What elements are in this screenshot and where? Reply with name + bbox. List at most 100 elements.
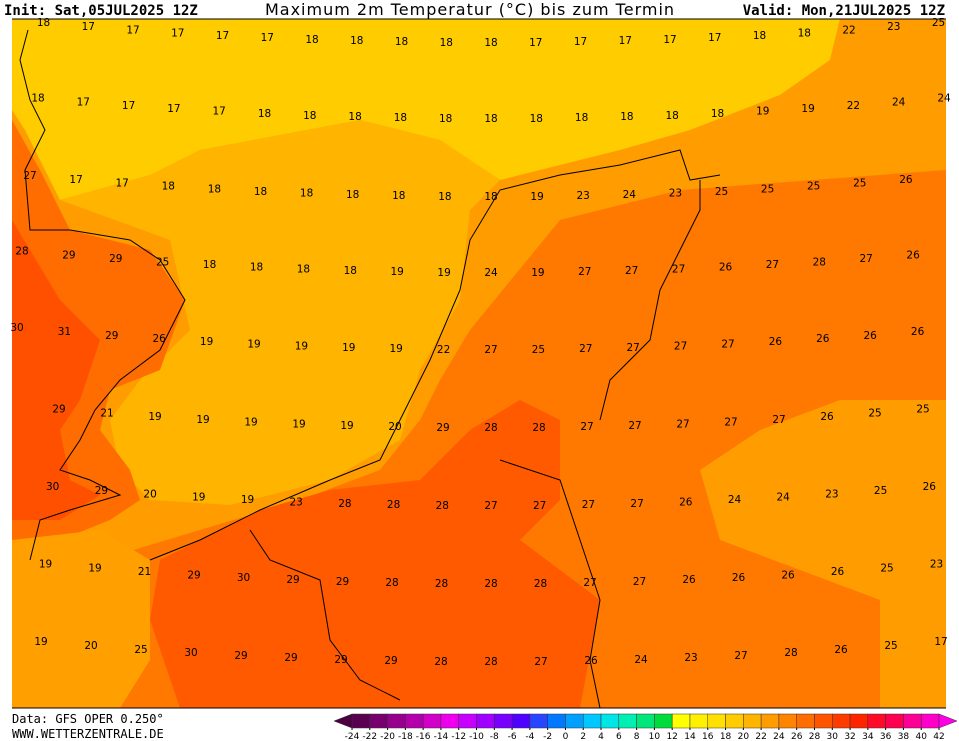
legend-box xyxy=(778,713,797,729)
temperature-value: 18 xyxy=(575,112,588,124)
legend-box xyxy=(849,713,869,729)
temperature-value: 22 xyxy=(847,100,860,112)
legend-tick-label: 10 xyxy=(649,732,661,741)
legend-box xyxy=(351,713,371,729)
field-light-orange xyxy=(25,120,500,505)
legend-tick-label: 20 xyxy=(738,732,750,741)
temperature-value: 19 xyxy=(756,106,769,118)
init-label: Init: Sat,05JUL2025 12Z xyxy=(4,3,198,19)
site-name: WWW.WETTERZENTRALE.DE xyxy=(12,727,164,741)
temperature-value: 26 xyxy=(906,249,920,261)
temperature-value: 27 xyxy=(625,265,638,277)
legend-box xyxy=(743,713,762,729)
legend-box xyxy=(671,713,691,729)
temperature-value: 18 xyxy=(208,183,221,195)
temperature-value: 28 xyxy=(813,256,826,268)
temperature-value: 19 xyxy=(391,266,404,278)
legend-box xyxy=(814,713,833,729)
legend-tick-label: 6 xyxy=(616,732,622,741)
legend-tick-label: 36 xyxy=(880,732,892,741)
legend-tick-label: 22 xyxy=(755,732,766,741)
temperature-value: 19 xyxy=(390,343,403,355)
legend-tick-label: 2 xyxy=(580,732,586,741)
temperature-value: 17 xyxy=(77,97,90,109)
data-source: Data: GFS OPER 0.250° xyxy=(12,712,164,726)
temperature-value: 29 xyxy=(62,249,75,261)
temperature-value: 17 xyxy=(171,27,184,39)
temperature-value: 18 xyxy=(203,259,216,271)
temperature-value: 19 xyxy=(292,418,305,430)
temperature-value: 18 xyxy=(305,34,318,46)
legend-box xyxy=(885,713,904,729)
temperature-value: 27 xyxy=(772,414,785,426)
temperature-value: 29 xyxy=(105,330,118,342)
temperature-value: 24 xyxy=(892,97,906,109)
temperature-value: 19 xyxy=(342,342,355,354)
temperature-value: 19 xyxy=(340,420,353,432)
temperature-value: 28 xyxy=(434,656,447,668)
temperature-value: 23 xyxy=(669,188,682,200)
temperature-value: 29 xyxy=(187,569,200,581)
temperature-value: 30 xyxy=(237,572,250,584)
temperature-value: 25 xyxy=(807,181,820,193)
temperature-value: 29 xyxy=(436,422,449,434)
temperature-value: 27 xyxy=(734,650,747,662)
legend-tick-label: 40 xyxy=(915,732,927,741)
temperature-value: 18 xyxy=(484,37,497,49)
temperature-value: 18 xyxy=(392,190,405,202)
legend-box xyxy=(725,713,744,729)
legend-tick-label: -12 xyxy=(451,732,466,741)
map-field xyxy=(12,19,946,709)
temperature-value: 27 xyxy=(583,577,596,589)
temperature-value: 26 xyxy=(679,496,693,508)
color-legend: -24 -22 -20 -18 -16 -14 -12 -10 -8 -6 -4 -2 0 2 4 6 8 10 1… xyxy=(333,713,958,741)
temperature-value: 19 xyxy=(801,103,814,115)
temperature-value: 25 xyxy=(868,407,881,419)
temperature-value: 17 xyxy=(663,34,676,46)
temperature-value: 18 xyxy=(440,37,453,49)
legend-tick-label: -24 xyxy=(345,732,360,741)
temperature-value: 29 xyxy=(284,652,297,664)
temperature-value: 19 xyxy=(192,492,205,504)
temperature-value: 18 xyxy=(350,35,363,47)
temperature-value: 17 xyxy=(82,21,95,33)
temperature-value: 19 xyxy=(295,340,308,352)
temperature-value: 17 xyxy=(619,35,632,47)
temperature-value: 30 xyxy=(46,481,59,493)
temperature-value: 27 xyxy=(674,340,687,352)
temperature-value: 24 xyxy=(728,494,742,506)
temperature-value: 26 xyxy=(153,333,167,345)
legend-tick-label: -8 xyxy=(490,732,499,741)
temperature-value: 23 xyxy=(825,489,838,501)
temperature-value: 19 xyxy=(88,563,101,575)
temperature-value: 22 xyxy=(842,24,855,36)
legend-box xyxy=(707,713,726,729)
temperature-value: 28 xyxy=(784,647,797,659)
legend-tick-label: 4 xyxy=(598,732,604,741)
temperature-value: 28 xyxy=(338,498,351,510)
legend-box xyxy=(689,713,709,729)
legend-tick-label: -2 xyxy=(543,732,552,741)
temperature-value: 26 xyxy=(719,262,733,274)
temperature-value: 26 xyxy=(769,336,783,348)
temperature-value: 27 xyxy=(633,576,646,588)
temperature-value: 27 xyxy=(676,418,689,430)
temperature-value: 24 xyxy=(634,654,648,666)
temperature-value: 28 xyxy=(484,656,497,668)
legend-tick-label: 24 xyxy=(773,732,785,741)
legend-tick-label: 32 xyxy=(844,732,855,741)
coastline-continent xyxy=(149,149,721,561)
temperature-value: 25 xyxy=(715,186,728,198)
temperature-value: 26 xyxy=(781,569,795,581)
legend-tick-label: 42 xyxy=(933,732,944,741)
temperature-value: 18 xyxy=(711,108,724,120)
legend-tick-label: 28 xyxy=(809,732,821,741)
temperature-value: 26 xyxy=(831,566,845,578)
temperature-value: 29 xyxy=(109,253,122,265)
temperature-value: 29 xyxy=(52,404,65,416)
temperature-value: 18 xyxy=(303,110,316,122)
legend-box xyxy=(654,713,673,729)
temperature-value: 29 xyxy=(286,574,299,586)
map-title: Maximum 2m Temperatur (°C) bis zum Termi… xyxy=(265,0,675,19)
legend-tick-label: -14 xyxy=(434,732,449,741)
